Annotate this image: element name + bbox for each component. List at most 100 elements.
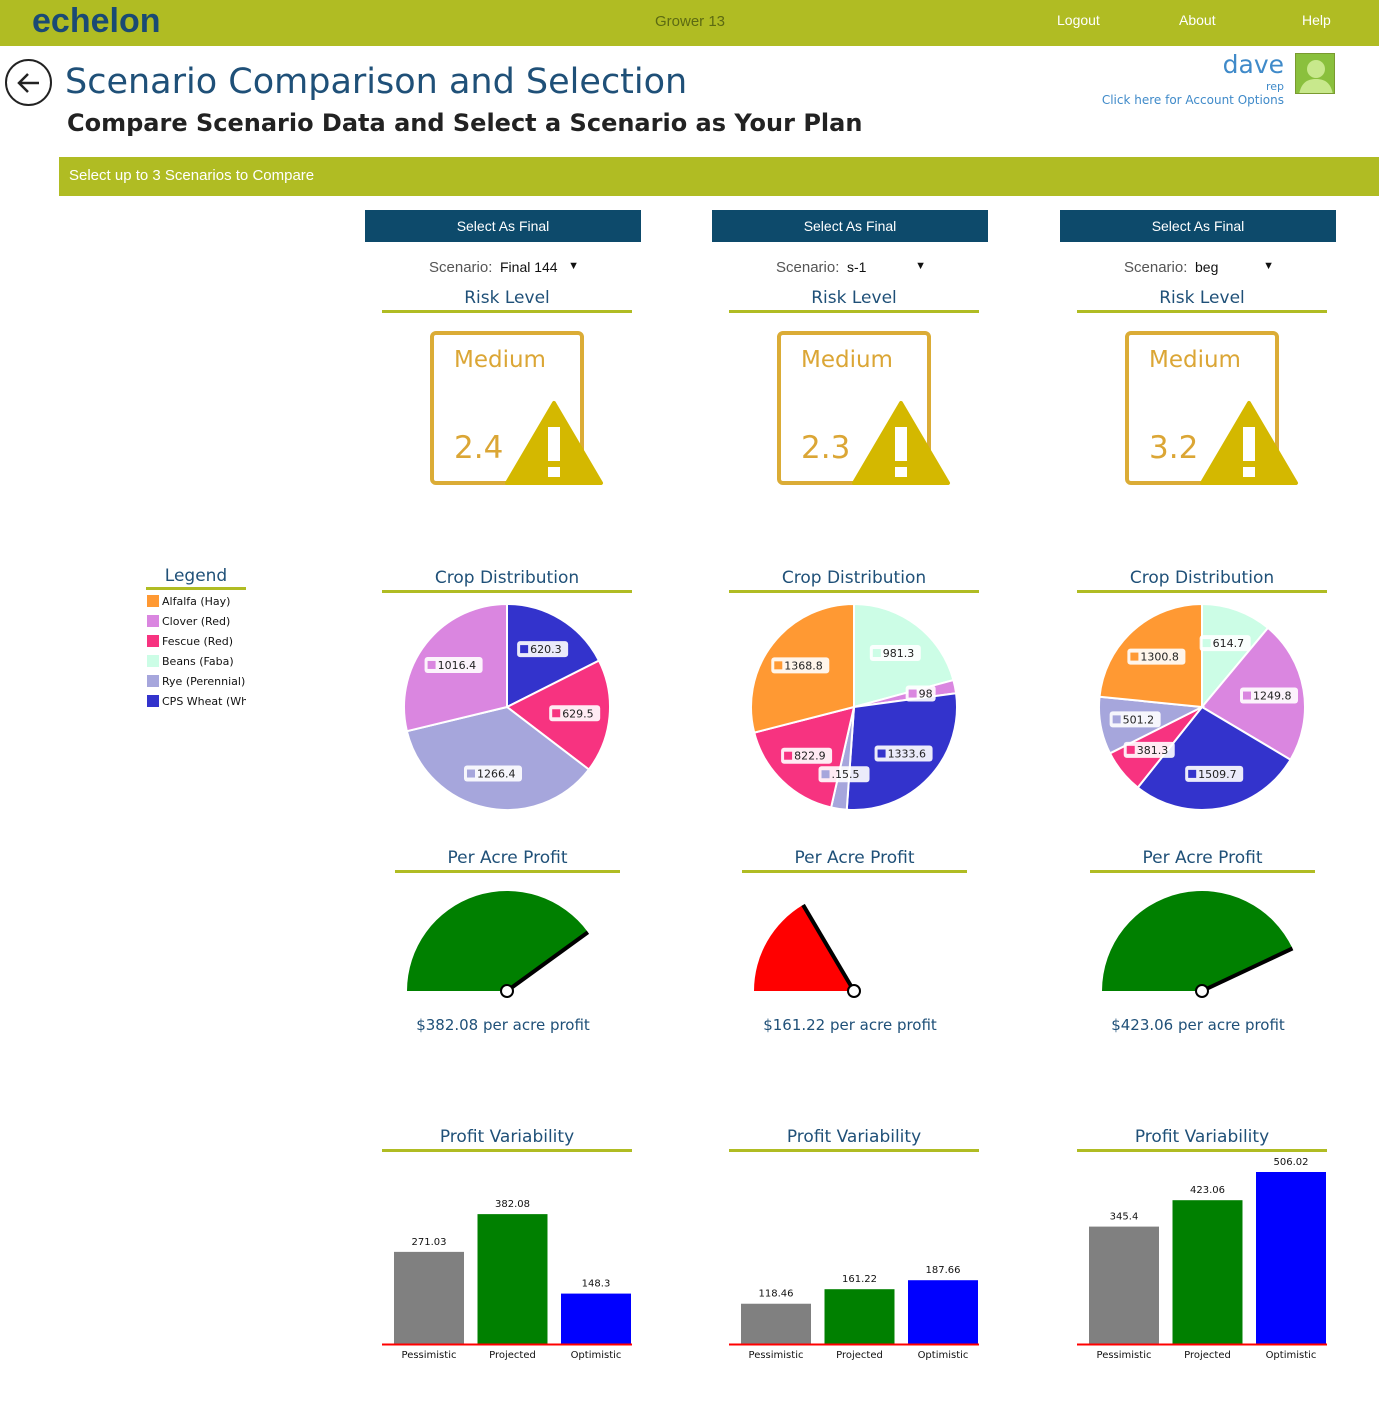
legend-label: Alfalfa (Hay)	[162, 595, 231, 608]
user-role: rep	[1265, 80, 1284, 93]
gauge-needle	[801, 903, 856, 993]
pie-label-box	[1185, 765, 1244, 782]
pie-slice	[1201, 602, 1270, 710]
pie-label-box	[1240, 687, 1299, 704]
pie-label-swatch	[872, 649, 881, 658]
bar-value-label: 423.06	[1190, 1185, 1225, 1196]
bar-category-label: Projected	[1184, 1350, 1231, 1361]
gauge-pivot	[1195, 984, 1209, 998]
legend-title: Legend	[146, 566, 246, 590]
risk-level-text: Medium	[1149, 347, 1241, 373]
pie-label-swatch	[1126, 745, 1135, 754]
profit-gauge	[1102, 891, 1294, 998]
avatar[interactable]	[1295, 53, 1335, 94]
select-as-final-button[interactable]: Select As Final	[365, 210, 641, 242]
legend-label: Beans (Faba)	[162, 655, 234, 668]
scenario-select[interactable]: Scenario: beg ▼	[1124, 259, 1294, 277]
pie-label-text: 614.7	[1213, 637, 1245, 650]
back-button[interactable]	[5, 59, 52, 106]
warning-icon	[505, 401, 603, 485]
legend-item-fescue: Fescue (Red)	[146, 635, 246, 655]
pie-label-swatch	[1188, 769, 1197, 778]
profit-variability-title: Profit Variability	[1077, 1127, 1327, 1152]
pie-label-text: 1016.4	[438, 659, 477, 672]
bar-category-label: Optimistic	[571, 1350, 622, 1361]
legend-label: Clover (Red)	[162, 615, 231, 628]
pie-data-label: 1300.8	[1127, 648, 1186, 665]
select-as-final-button[interactable]: Select As Final	[712, 210, 988, 242]
per-acre-profit-text: $161.22 per acre profit	[763, 1016, 937, 1034]
scenario-column-2: Select As Final Scenario: s-1 ▼ Risk Lev…	[712, 210, 988, 1390]
legend-swatch	[147, 635, 159, 647]
crop-distribution-pie: 614.7 1249.8 1509.7 381.3 501.2 1300.8	[1098, 602, 1306, 811]
pie-data-label: 629.5	[549, 705, 601, 722]
select-as-final-button[interactable]: Select As Final	[1060, 210, 1336, 242]
dropdown-caret-icon: ▼	[915, 260, 926, 272]
about-link[interactable]: About	[1179, 12, 1216, 28]
risk-score: 2.3	[801, 430, 851, 466]
logo[interactable]: echelon	[32, 2, 161, 40]
pie-label-text: 629.5	[562, 707, 594, 720]
scenario-select[interactable]: Scenario: Final 144 ▼	[429, 259, 599, 277]
user-name: dave	[1222, 50, 1284, 79]
legend-label: CPS Wheat (Wh	[162, 695, 246, 708]
profit-variability-chart: 271.03 Pessimistic 382.08 Projected 148.3 Opt…	[382, 1199, 632, 1361]
risk-level-text: Medium	[454, 347, 546, 373]
profit-gauge	[754, 903, 861, 998]
pie-label-text: 822.9	[794, 750, 826, 763]
bar-category-label: Pessimistic	[749, 1350, 804, 1361]
bar-value-label: 161.22	[842, 1274, 877, 1285]
banner-text: Select up to 3 Scenarios to Compare	[69, 167, 315, 184]
scenario-selected-value: beg	[1195, 259, 1219, 275]
scenario-label: Scenario:	[776, 259, 840, 276]
bar-value-label: 382.08	[495, 1199, 530, 1210]
pie-label-text: 381.3	[1137, 744, 1169, 757]
risk-card: Medium 3.2	[1125, 331, 1279, 485]
pie-label-swatch	[774, 661, 783, 670]
crop-distribution-pie: 981.3 98 1333.6 .15.5 822.9 1368.8	[750, 602, 958, 811]
legend-swatch	[147, 595, 159, 607]
help-link[interactable]: Help	[1302, 12, 1331, 28]
variability-bar	[741, 1303, 811, 1344]
bar-value-label: 345.4	[1110, 1212, 1139, 1223]
pie-data-label: 1016.4	[424, 656, 483, 673]
pie-label-swatch	[1243, 691, 1252, 700]
pie-label-text: 1249.8	[1253, 690, 1292, 703]
bar-category-label: Pessimistic	[402, 1350, 457, 1361]
pie-label-swatch	[427, 660, 436, 669]
gauge-pivot	[847, 984, 861, 998]
scenario-column-3: Select As Final Scenario: beg ▼ Risk Lev…	[1060, 210, 1336, 1390]
pie-data-label: 981.3	[869, 645, 921, 662]
pie-label-swatch	[466, 769, 475, 778]
legend-swatch	[147, 615, 159, 627]
pie-label-box	[874, 745, 933, 762]
pie-label-swatch	[1130, 652, 1139, 661]
pie-label-box	[781, 747, 833, 764]
user-icon	[1299, 60, 1333, 93]
bar-category-label: Projected	[836, 1350, 883, 1361]
legend-swatch	[147, 695, 159, 707]
bar-value-label: 271.03	[412, 1237, 447, 1248]
account-options-link[interactable]: Click here for Account Options	[1101, 93, 1284, 107]
bar-category-label: Optimistic	[918, 1350, 969, 1361]
pie-label-text: 981.3	[883, 647, 915, 660]
grower-name: Grower 13	[654, 13, 726, 30]
dropdown-caret-icon: ▼	[568, 260, 579, 272]
pie-label-box	[1109, 711, 1161, 728]
legend-item-beans: Beans (Faba)	[146, 655, 246, 675]
page-title: Scenario Comparison and Selection	[65, 62, 688, 102]
arrow-left-icon	[16, 72, 39, 93]
scenario-select[interactable]: Scenario: s-1 ▼	[776, 259, 946, 277]
gauge-needle	[505, 930, 590, 993]
logout-link[interactable]: Logout	[1057, 12, 1100, 28]
pie-slice	[405, 705, 591, 811]
bar-value-label: 506.02	[1274, 1157, 1309, 1168]
pie-data-label: 98	[905, 685, 936, 702]
profit-variability-title: Profit Variability	[382, 1127, 632, 1152]
dropdown-caret-icon: ▼	[1263, 260, 1274, 272]
pie-label-box	[1199, 635, 1251, 652]
pie-label-text: 620.3	[530, 643, 562, 656]
legend-item-clover: Clover (Red)	[146, 615, 246, 635]
per-acre-profit-title: Per Acre Profit	[742, 848, 967, 873]
